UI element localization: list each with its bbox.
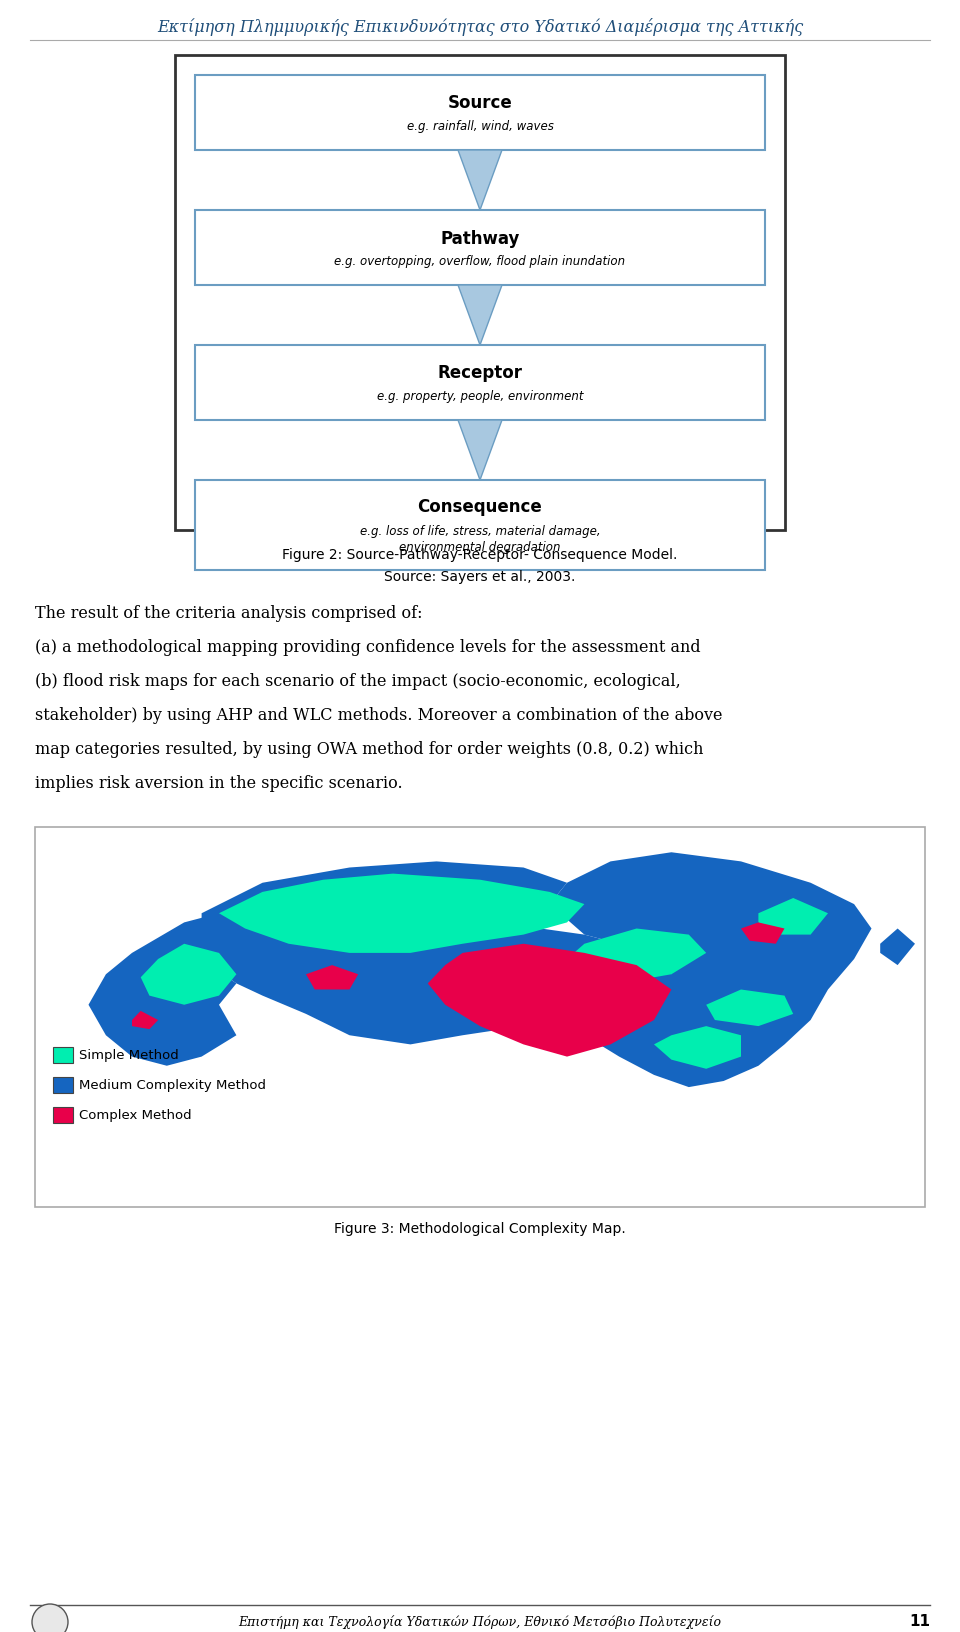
Text: Source: Sayers et al., 2003.: Source: Sayers et al., 2003. [384, 570, 576, 584]
Polygon shape [654, 1027, 741, 1069]
Bar [195, 75, 765, 150]
Polygon shape [880, 929, 915, 965]
Text: (a) a methodological mapping providing confidence levels for the assessment and: (a) a methodological mapping providing c… [35, 640, 701, 656]
Polygon shape [202, 862, 671, 1044]
Text: (b) flood risk maps for each scenario of the impact (socio-economic, ecological,: (b) flood risk maps for each scenario of… [35, 672, 681, 690]
Polygon shape [428, 943, 671, 1056]
Text: environmental degradation: environmental degradation [399, 540, 561, 553]
Polygon shape [458, 419, 502, 480]
Polygon shape [141, 943, 236, 1005]
Text: The result of the criteria analysis comprised of:: The result of the criteria analysis comp… [35, 605, 422, 622]
Text: e.g. rainfall, wind, waves: e.g. rainfall, wind, waves [407, 121, 553, 132]
Text: stakeholder) by using AHP and WLC methods. Moreover a combination of the above: stakeholder) by using AHP and WLC method… [35, 707, 723, 725]
Polygon shape [458, 150, 502, 211]
Circle shape [32, 1604, 68, 1632]
Text: e.g. loss of life, stress, material damage,: e.g. loss of life, stress, material dama… [360, 524, 600, 537]
Text: Receptor: Receptor [438, 364, 522, 382]
Text: map categories resulted, by using OWA method for order weights (0.8, 0.2) which: map categories resulted, by using OWA me… [35, 741, 704, 757]
Text: implies risk aversion in the specific scenario.: implies risk aversion in the specific sc… [35, 775, 402, 792]
Text: Figure 3: Methodological Complexity Map.: Figure 3: Methodological Complexity Map. [334, 1222, 626, 1235]
Bar [53, 1106, 73, 1123]
Text: Figure 2: Source-Pathway-Receptor- Consequence Model.: Figure 2: Source-Pathway-Receptor- Conse… [282, 548, 678, 561]
Polygon shape [88, 914, 236, 1066]
Text: Consequence: Consequence [418, 498, 542, 516]
Text: Simple Method: Simple Method [79, 1048, 179, 1061]
Text: 11: 11 [909, 1614, 930, 1629]
Bar [53, 1077, 73, 1093]
Text: e.g. overtopping, overflow, flood plain inundation: e.g. overtopping, overflow, flood plain … [334, 255, 626, 268]
Polygon shape [132, 1010, 158, 1030]
Polygon shape [567, 929, 707, 984]
Polygon shape [497, 852, 872, 1087]
Text: Complex Method: Complex Method [79, 1108, 192, 1121]
Polygon shape [741, 922, 784, 943]
Text: e.g. property, people, environment: e.g. property, people, environment [376, 390, 584, 403]
Polygon shape [758, 898, 828, 935]
Text: Medium Complexity Method: Medium Complexity Method [79, 1079, 266, 1092]
Polygon shape [707, 989, 793, 1027]
Bar [53, 1048, 73, 1062]
Text: Source: Source [447, 95, 513, 113]
Bar [35, 827, 925, 1208]
Bar [195, 480, 765, 570]
Bar [195, 344, 765, 419]
Polygon shape [306, 965, 358, 989]
Text: Pathway: Pathway [441, 230, 519, 248]
Text: Εκτίμηση Πλημμυρικής Επικινδυνότητας στο Υδατικό Διαμέρισμα της Αττικής: Εκτίμηση Πλημμυρικής Επικινδυνότητας στο… [156, 18, 804, 36]
Polygon shape [219, 873, 585, 953]
Polygon shape [458, 286, 502, 344]
Text: Επιστήμη και Τεχνολογία Υδατικών Πόρων, Εθνικό Μετσόβιο Πολυτεχνείο: Επιστήμη και Τεχνολογία Υδατικών Πόρων, … [238, 1616, 722, 1629]
Bar [195, 211, 765, 286]
Bar [175, 55, 785, 530]
